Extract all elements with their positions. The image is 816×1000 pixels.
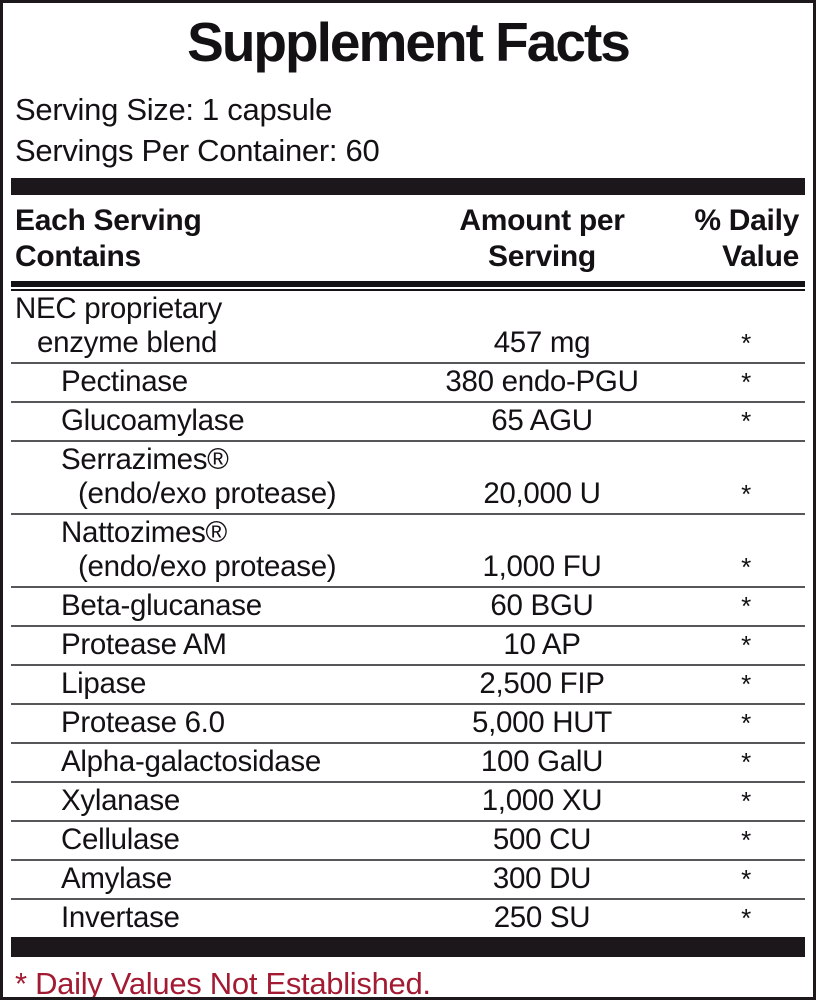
ingredient-name: Nattozimes® (endo/exo protease) — [11, 516, 397, 584]
ingredient-name: Invertase — [11, 901, 397, 935]
ingredient-row: Lipase 2,500 FIP * — [11, 666, 805, 705]
daily-value-asterisk: * — [741, 708, 751, 738]
ingredient-row: Cellulase 500 CU * — [11, 822, 805, 861]
ingredient-name-line: Invertase — [61, 901, 180, 934]
ingredient-name: Serrazimes® (endo/exo protease) — [11, 443, 397, 511]
daily-value-asterisk: * — [741, 825, 751, 855]
daily-value-asterisk: * — [741, 786, 751, 816]
ingredient-row: Protease 6.0 5,000 HUT * — [11, 705, 805, 744]
ingredient-name: Lipase — [11, 667, 397, 701]
ingredient-name-line: Pectinase — [61, 365, 188, 398]
ingredient-name-line: Lipase — [61, 667, 147, 700]
ingredient-name: Glucoamylase — [11, 404, 397, 438]
ingredient-name-line: Nattozimes® — [61, 516, 227, 549]
ingredient-amount: 300 DU — [492, 862, 592, 895]
ingredient-row: Nattozimes® (endo/exo protease) 1,000 FU * — [11, 515, 805, 588]
ingredient-amount: 250 SU — [493, 901, 591, 934]
ingredient-row: Alpha-galactosidase 100 GalU * — [11, 744, 805, 783]
ingredient-row: Xylanase 1,000 XU * — [11, 783, 805, 822]
ingredient-name-line: Glucoamylase — [61, 404, 245, 437]
ingredient-name-line: NEC proprietary — [15, 292, 222, 325]
ingredient-name-line: (endo/exo protease) — [78, 550, 337, 583]
daily-value-asterisk: * — [741, 864, 751, 894]
daily-value-asterisk: * — [741, 591, 751, 621]
ingredient-name: Cellulase — [11, 823, 397, 857]
ingredient-amount: 60 BGU — [490, 589, 594, 622]
ingredient-row: NEC proprietary enzyme blend 457 mg * — [11, 291, 805, 364]
ingredient-name: Amylase — [11, 862, 397, 896]
ingredient-amount: 500 CU — [492, 823, 592, 856]
column-header-daily-value: % Daily Value — [694, 204, 799, 273]
table-header-row: Each Serving Contains Amount per Serving… — [11, 195, 805, 281]
ingredient-name-line: Cellulase — [61, 823, 180, 856]
daily-value-asterisk: * — [741, 479, 751, 509]
daily-value-asterisk: * — [741, 328, 751, 358]
supplement-facts-title: Supplement Facts — [187, 11, 631, 73]
ingredient-name-line: Protease AM — [61, 628, 227, 661]
daily-value-asterisk: * — [741, 367, 751, 397]
ingredient-row: Glucoamylase 65 AGU * — [11, 403, 805, 442]
ingredient-row: Pectinase 380 endo-PGU * — [11, 364, 805, 403]
ingredient-name-line: Serrazimes® — [61, 443, 229, 476]
ingredient-amount: 1,000 XU — [481, 784, 603, 817]
ingredient-name: Protease AM — [11, 628, 397, 662]
daily-value-asterisk: * — [741, 630, 751, 660]
ingredient-name: Protease 6.0 — [11, 706, 397, 740]
ingredient-amount: 5,000 HUT — [472, 706, 612, 739]
serving-info: Serving Size: 1 capsule Servings Per Con… — [11, 89, 805, 171]
ingredient-amount: 20,000 U — [483, 477, 601, 510]
daily-value-footnote: * Daily Values Not Established. — [15, 966, 431, 1000]
ingredient-name-line: (endo/exo protease) — [78, 477, 337, 510]
ingredient-row: Beta-glucanase 60 BGU * — [11, 588, 805, 627]
ingredient-amount: 2,500 FIP — [479, 667, 605, 700]
bottom-heavy-rule — [11, 937, 805, 957]
column-header-ingredient: Each Serving Contains — [15, 204, 202, 273]
ingredient-row: Protease AM 10 AP * — [11, 627, 805, 666]
ingredient-name-line: Xylanase — [61, 784, 180, 817]
ingredient-amount: 1,000 FU — [482, 550, 602, 583]
daily-value-asterisk: * — [741, 903, 751, 933]
ingredient-name-line: Amylase — [61, 862, 173, 895]
ingredient-name-line: Alpha-galactosidase — [61, 745, 321, 778]
ingredient-amount: 457 mg — [493, 326, 591, 359]
ingredient-row: Serrazimes® (endo/exo protease) 20,000 U * — [11, 442, 805, 515]
daily-value-asterisk: * — [741, 747, 751, 777]
ingredient-name: Xylanase — [11, 784, 397, 818]
servings-per-container: Servings Per Container: 60 — [15, 133, 380, 168]
ingredient-name: Pectinase — [11, 365, 397, 399]
ingredient-name: Beta-glucanase — [11, 589, 397, 623]
daily-value-asterisk: * — [741, 669, 751, 699]
ingredient-row: Amylase 300 DU * — [11, 861, 805, 900]
ingredient-amount: 10 AP — [503, 628, 581, 661]
daily-value-asterisk: * — [741, 552, 751, 582]
ingredient-amount: 100 GalU — [480, 745, 604, 778]
header-double-rule — [11, 281, 805, 291]
ingredient-name: NEC proprietary enzyme blend — [11, 292, 397, 360]
ingredient-amount: 380 endo-PGU — [445, 365, 639, 398]
top-heavy-rule — [11, 178, 805, 195]
column-header-amount: Amount per Serving — [459, 204, 625, 273]
ingredient-name-line: enzyme blend — [37, 326, 218, 359]
serving-size: Serving Size: 1 capsule — [15, 92, 333, 127]
ingredient-name: Alpha-galactosidase — [11, 745, 397, 779]
ingredient-name-line: Beta-glucanase — [61, 589, 262, 622]
ingredient-row: Invertase 250 SU * — [11, 900, 805, 937]
ingredient-table: NEC proprietary enzyme blend 457 mg * Pectin… — [11, 291, 805, 937]
daily-value-asterisk: * — [741, 406, 751, 436]
ingredient-name-line: Protease 6.0 — [61, 706, 225, 739]
ingredient-amount: 65 AGU — [491, 404, 593, 437]
